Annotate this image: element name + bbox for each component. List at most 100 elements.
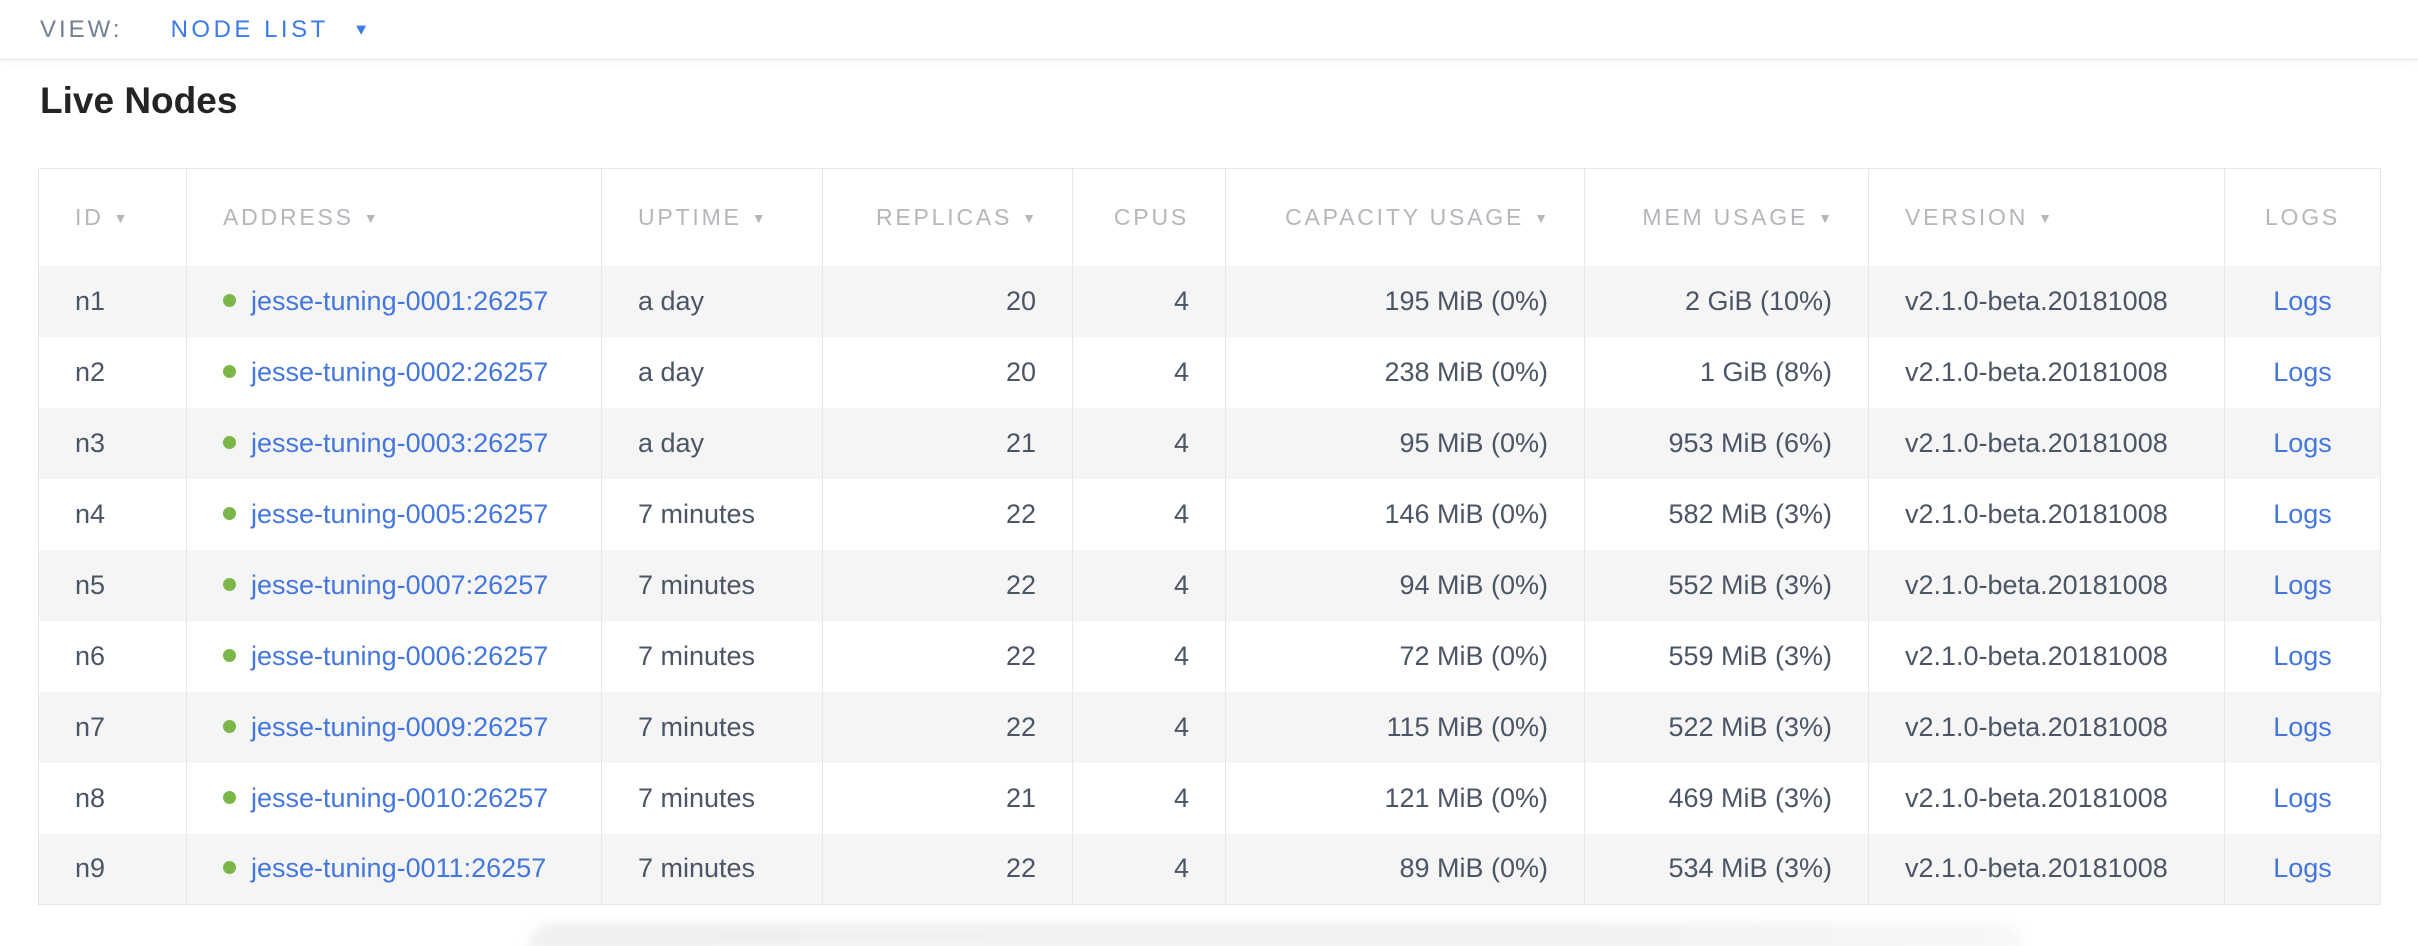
cell-id: n7 bbox=[38, 691, 187, 763]
cell-cpus: 4 bbox=[1072, 762, 1226, 834]
live-status-icon bbox=[223, 790, 236, 804]
cell-cpus: 4 bbox=[1072, 549, 1226, 621]
cell-uptime: 7 minutes bbox=[601, 762, 823, 834]
logs-link[interactable]: Logs bbox=[2273, 285, 2332, 316]
node-address-link[interactable]: jesse-tuning-0003:26257 bbox=[251, 427, 549, 458]
table-row: n6 jesse-tuning-0006:26257 7 minutes 22 4 72 … bbox=[38, 620, 2381, 692]
cell-mem: 534 MiB (3%) bbox=[1584, 833, 1869, 905]
cell-address: jesse-tuning-0003:26257 bbox=[186, 407, 602, 479]
cell-capacity: 95 MiB (0%) bbox=[1225, 407, 1585, 479]
column-header-uptime[interactable]: UPTIME ▼ bbox=[601, 168, 823, 266]
cell-replicas: 22 bbox=[822, 549, 1073, 621]
logs-link[interactable]: Logs bbox=[2273, 711, 2332, 742]
cell-capacity: 146 MiB (0%) bbox=[1225, 478, 1585, 550]
cell-logs: Logs bbox=[2224, 336, 2381, 408]
sort-desc-icon: ▼ bbox=[1022, 209, 1036, 226]
cell-capacity: 115 MiB (0%) bbox=[1225, 691, 1585, 763]
live-status-icon bbox=[223, 648, 236, 662]
node-address-link[interactable]: jesse-tuning-0006:26257 bbox=[251, 640, 549, 671]
column-label: CPUS bbox=[1113, 203, 1189, 230]
cell-replicas: 21 bbox=[822, 407, 1073, 479]
cell-address: jesse-tuning-0011:26257 bbox=[186, 833, 602, 905]
column-label: CAPACITY USAGE bbox=[1285, 203, 1525, 230]
cell-version: v2.1.0-beta.20181008 bbox=[1868, 691, 2225, 763]
cell-cpus: 4 bbox=[1072, 833, 1226, 905]
node-address-link[interactable]: jesse-tuning-0010:26257 bbox=[251, 782, 549, 813]
cell-uptime: 7 minutes bbox=[601, 478, 823, 550]
column-header-capacity[interactable]: CAPACITY USAGE ▼ bbox=[1225, 168, 1585, 266]
logs-link[interactable]: Logs bbox=[2273, 782, 2332, 813]
column-label: ADDRESS bbox=[223, 203, 354, 230]
live-nodes-table-container: ID ▼ ADDRESS ▼ UPTIME ▼ REPLICAS ▼ CPUS CAPACITY … bbox=[38, 168, 2381, 905]
main-content: Live Nodes ID ▼ ADDRESS ▼ UPTIME ▼ REPLICAS ▼ CP… bbox=[0, 60, 2418, 905]
cell-id: n8 bbox=[38, 762, 187, 834]
cell-replicas: 22 bbox=[822, 691, 1073, 763]
column-label: MEM USAGE bbox=[1642, 203, 1809, 230]
cell-mem: 469 MiB (3%) bbox=[1584, 762, 1869, 834]
node-address-link[interactable]: jesse-tuning-0009:26257 bbox=[251, 711, 549, 742]
node-address-link[interactable]: jesse-tuning-0007:26257 bbox=[251, 569, 549, 600]
bottom-shadow bbox=[528, 923, 2023, 946]
cell-version: v2.1.0-beta.20181008 bbox=[1868, 833, 2225, 905]
node-address-link[interactable]: jesse-tuning-0005:26257 bbox=[251, 498, 549, 529]
node-address-link[interactable]: jesse-tuning-0011:26257 bbox=[251, 853, 547, 884]
view-selector-dropdown[interactable]: NODE LIST ▼ bbox=[171, 16, 374, 44]
column-header-version[interactable]: VERSION ▼ bbox=[1868, 168, 2225, 266]
logs-link[interactable]: Logs bbox=[2273, 853, 2332, 884]
logs-link[interactable]: Logs bbox=[2273, 498, 2332, 529]
column-header-logs: LOGS bbox=[2224, 168, 2381, 266]
cell-id: n5 bbox=[38, 549, 187, 621]
cell-version: v2.1.0-beta.20181008 bbox=[1868, 478, 2225, 550]
sort-desc-icon: ▼ bbox=[1534, 209, 1548, 226]
cell-id: n9 bbox=[38, 833, 187, 905]
cell-replicas: 20 bbox=[822, 265, 1073, 337]
cell-version: v2.1.0-beta.20181008 bbox=[1868, 265, 2225, 337]
cell-replicas: 22 bbox=[822, 478, 1073, 550]
node-address-link[interactable]: jesse-tuning-0002:26257 bbox=[251, 356, 549, 387]
table-row: n7 jesse-tuning-0009:26257 7 minutes 22 4 115… bbox=[38, 691, 2381, 763]
logs-link[interactable]: Logs bbox=[2273, 356, 2332, 387]
cell-mem: 522 MiB (3%) bbox=[1584, 691, 1869, 763]
cell-version: v2.1.0-beta.20181008 bbox=[1868, 336, 2225, 408]
cell-capacity: 238 MiB (0%) bbox=[1225, 336, 1585, 408]
table-row: n4 jesse-tuning-0005:26257 7 minutes 22 4 146… bbox=[38, 478, 2381, 550]
view-bar: VIEW: NODE LIST ▼ bbox=[0, 0, 2418, 60]
cell-logs: Logs bbox=[2224, 833, 2381, 905]
sort-desc-icon: ▼ bbox=[113, 209, 128, 226]
logs-link[interactable]: Logs bbox=[2273, 569, 2332, 600]
cell-capacity: 89 MiB (0%) bbox=[1225, 833, 1585, 905]
logs-link[interactable]: Logs bbox=[2273, 427, 2332, 458]
cell-uptime: a day bbox=[601, 407, 823, 479]
cell-logs: Logs bbox=[2224, 549, 2381, 621]
cell-address: jesse-tuning-0010:26257 bbox=[186, 762, 602, 834]
cell-uptime: 7 minutes bbox=[601, 833, 823, 905]
column-label: REPLICAS bbox=[875, 203, 1013, 230]
cell-logs: Logs bbox=[2224, 265, 2381, 337]
table-row: n5 jesse-tuning-0007:26257 7 minutes 22 4 94 … bbox=[38, 549, 2381, 621]
cell-logs: Logs bbox=[2224, 620, 2381, 692]
cell-id: n2 bbox=[38, 336, 187, 408]
column-label: LOGS bbox=[2264, 203, 2341, 230]
column-header-id[interactable]: ID ▼ bbox=[38, 168, 187, 266]
chevron-down-icon: ▼ bbox=[352, 20, 374, 39]
column-header-replicas[interactable]: REPLICAS ▼ bbox=[822, 168, 1073, 266]
cell-logs: Logs bbox=[2224, 407, 2381, 479]
node-address-link[interactable]: jesse-tuning-0001:26257 bbox=[251, 285, 549, 316]
cell-uptime: 7 minutes bbox=[601, 691, 823, 763]
live-status-icon bbox=[223, 506, 236, 520]
cell-id: n4 bbox=[38, 478, 187, 550]
cell-version: v2.1.0-beta.20181008 bbox=[1868, 407, 2225, 479]
table-row: n8 jesse-tuning-0010:26257 7 minutes 21 4 121… bbox=[38, 762, 2381, 834]
cell-address: jesse-tuning-0005:26257 bbox=[186, 478, 602, 550]
page-title: Live Nodes bbox=[40, 80, 238, 121]
cell-cpus: 4 bbox=[1072, 620, 1226, 692]
column-header-address[interactable]: ADDRESS ▼ bbox=[186, 168, 602, 266]
cell-logs: Logs bbox=[2224, 762, 2381, 834]
cell-replicas: 22 bbox=[822, 620, 1073, 692]
column-header-cpus: CPUS bbox=[1072, 168, 1226, 266]
cell-version: v2.1.0-beta.20181008 bbox=[1868, 762, 2225, 834]
table-row: n2 jesse-tuning-0002:26257 a day 20 4 238 MiB… bbox=[38, 336, 2381, 408]
cell-uptime: a day bbox=[601, 336, 823, 408]
logs-link[interactable]: Logs bbox=[2273, 640, 2332, 671]
column-header-mem[interactable]: MEM USAGE ▼ bbox=[1584, 168, 1869, 266]
